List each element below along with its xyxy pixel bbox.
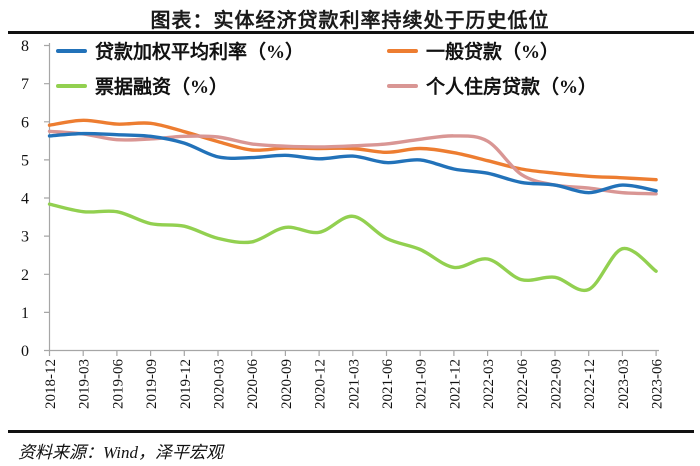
svg-text:2019-12: 2019-12: [178, 359, 194, 409]
y-axis-labels: 0 1 2 3 4 5 6 7 8: [21, 38, 29, 360]
svg-text:2020-03: 2020-03: [212, 359, 228, 409]
svg-text:2022-06: 2022-06: [515, 359, 531, 409]
svg-text:2023-06: 2023-06: [650, 359, 666, 409]
top-divider: [8, 31, 694, 34]
svg-text:2019-06: 2019-06: [110, 359, 126, 409]
svg-text:2021-03: 2021-03: [346, 359, 362, 409]
svg-text:2022-12: 2022-12: [582, 359, 598, 409]
series-weighted-avg-loan-rate-line: [47, 131, 658, 195]
svg-text:6: 6: [21, 114, 29, 131]
series-bill-financing-rate-line: [47, 202, 658, 293]
series-general-loan-rate-line: [47, 118, 658, 182]
svg-text:5: 5: [21, 152, 29, 169]
svg-text:2020-09: 2020-09: [279, 359, 295, 409]
svg-text:2: 2: [21, 267, 29, 284]
page-title: 图表：实体经济贷款利率持续处于历史低位: [150, 10, 550, 32]
svg-text:0: 0: [21, 343, 29, 360]
series-personal-housing-loan-rate-line: [47, 129, 658, 196]
svg-text:2022-09: 2022-09: [549, 359, 565, 409]
svg-text:2019-09: 2019-09: [144, 359, 160, 409]
svg-text:2021-09: 2021-09: [414, 359, 430, 409]
axes: [44, 43, 659, 356]
source-note: 资料来源：Wind，泽平宏观: [18, 443, 223, 462]
svg-text:7: 7: [21, 76, 29, 93]
x-axis-labels: 2018-12 2019-03 2019-06 2019-09 2019-12 2020-…: [43, 359, 666, 409]
svg-text:2020-12: 2020-12: [313, 359, 329, 409]
svg-text:2019-03: 2019-03: [77, 359, 93, 409]
svg-text:2021-12: 2021-12: [447, 359, 463, 409]
svg-text:8: 8: [21, 38, 29, 55]
svg-text:4: 4: [21, 191, 29, 208]
svg-text:2023-03: 2023-03: [616, 359, 632, 409]
bottom-divider: [8, 430, 694, 433]
svg-text:2022-03: 2022-03: [481, 359, 497, 409]
svg-text:1: 1: [21, 305, 29, 322]
svg-text:2020-06: 2020-06: [245, 359, 261, 409]
svg-text:2021-06: 2021-06: [380, 359, 396, 409]
svg-text:3: 3: [21, 229, 29, 246]
svg-text:2018-12: 2018-12: [43, 359, 59, 409]
